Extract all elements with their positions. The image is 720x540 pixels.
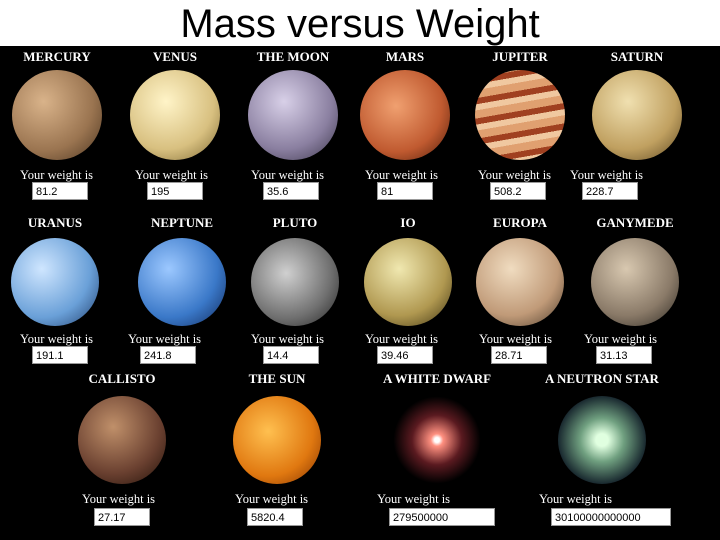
weight-field: 191.1: [32, 346, 88, 364]
body-name: THE SUN: [248, 371, 306, 386]
body-image: [476, 238, 564, 326]
body-name: VENUS: [152, 49, 198, 64]
title-bar: [0, 0, 720, 46]
body-name: IO: [400, 215, 416, 230]
weight-field: 508.2: [490, 182, 546, 200]
body-image: [11, 238, 99, 326]
weight-field: 35.6: [263, 182, 319, 200]
body-image: [130, 70, 220, 160]
body-image: [591, 238, 679, 326]
weight-field: 195: [147, 182, 203, 200]
body-image: [12, 70, 102, 160]
body-image: [138, 238, 226, 326]
body-name: GANYMEDE: [596, 215, 674, 230]
weight-label: Your weight is: [251, 332, 325, 346]
weight-label: Your weight is: [539, 492, 613, 506]
weight-field: 5820.4: [247, 508, 303, 526]
weight-label: Your weight is: [365, 332, 439, 346]
body-image: [360, 70, 450, 160]
weight-label: Your weight is: [235, 492, 309, 506]
body-name: A NEUTRON STAR: [545, 371, 659, 386]
weight-label: Your weight is: [20, 332, 94, 346]
weight-label: Your weight is: [365, 168, 439, 182]
weight-field: 27.17: [94, 508, 150, 526]
weight-label: Your weight is: [478, 168, 552, 182]
body-image: [475, 70, 565, 160]
weight-label: Your weight is: [82, 492, 156, 506]
weight-field: 279500000: [389, 508, 495, 526]
body-name: A WHITE DWARF: [382, 371, 492, 386]
body-name: NEPTUNE: [150, 215, 214, 230]
weight-label: Your weight is: [570, 168, 644, 182]
body-name: PLUTO: [272, 215, 318, 230]
weight-field: 30100000000000: [551, 508, 671, 526]
weight-label: Your weight is: [135, 168, 209, 182]
body-image: [393, 396, 481, 484]
weight-field: 81.2: [32, 182, 88, 200]
weight-label: Your weight is: [128, 332, 202, 346]
body-image: [364, 238, 452, 326]
weight-label: Your weight is: [479, 332, 553, 346]
weight-field: 14.4: [263, 346, 319, 364]
body-name: EUROPA: [493, 215, 547, 230]
body-image: [251, 238, 339, 326]
body-name: CALLISTO: [88, 371, 156, 386]
weight-field: 39.46: [377, 346, 433, 364]
body-name: THE MOON: [256, 49, 330, 64]
weight-label: Your weight is: [377, 492, 451, 506]
body-name: JUPITER: [492, 49, 548, 64]
weight-label: Your weight is: [20, 168, 94, 182]
weight-field: 31.13: [596, 346, 652, 364]
body-name: MARS: [385, 49, 425, 64]
body-image: [233, 396, 321, 484]
body-name: SATURN: [610, 49, 664, 64]
slide-title: Mass versus Weight: [180, 2, 540, 46]
body-name: URANUS: [27, 215, 83, 230]
weight-field: 28.71: [491, 346, 547, 364]
body-image: [248, 70, 338, 160]
weight-field: 228.7: [582, 182, 638, 200]
weight-field: 241.8: [140, 346, 196, 364]
body-image: [592, 70, 682, 160]
weight-label: Your weight is: [251, 168, 325, 182]
weight-field: 81: [377, 182, 433, 200]
body-image: [78, 396, 166, 484]
body-name: MERCURY: [23, 49, 91, 64]
body-image: [558, 396, 646, 484]
weight-label: Your weight is: [584, 332, 658, 346]
